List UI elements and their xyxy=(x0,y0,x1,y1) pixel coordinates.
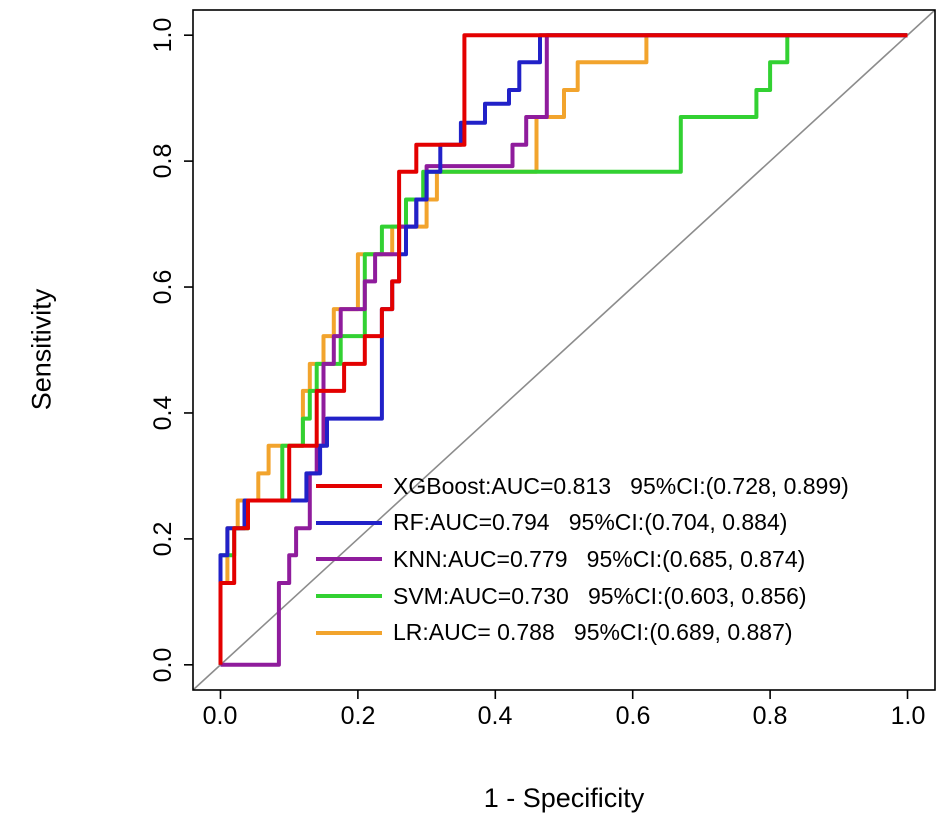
x-tick-0.6: 0.6 xyxy=(615,702,651,730)
legend-label-svm: SVM:AUC=0.730 95%CI:(0.603, 0.856) xyxy=(393,582,807,609)
y-tick-0.0: 0.0 xyxy=(149,647,177,683)
legend-entry-knn: KNN:AUC=0.779 95%CI:(0.685, 0.874) xyxy=(316,541,849,578)
y-tick-1.0: 1.0 xyxy=(149,17,177,53)
legend-entry-lr: LR:AUC= 0.788 95%CI:(0.689, 0.887) xyxy=(316,614,849,651)
x-tick-0.8: 0.8 xyxy=(752,702,788,730)
legend-label-knn: KNN:AUC=0.779 95%CI:(0.685, 0.874) xyxy=(393,545,806,572)
y-tick-0.4: 0.4 xyxy=(149,395,177,431)
legend-line-lr-swatch xyxy=(316,630,382,635)
legend-line-svm-swatch xyxy=(316,594,382,599)
y-axis-title: Sensitivity xyxy=(26,288,57,411)
legend-label-lr: LR:AUC= 0.788 95%CI:(0.689, 0.887) xyxy=(393,619,793,646)
legend: XGBoost:AUC=0.813 95%CI:(0.728, 0.899) R… xyxy=(316,468,849,651)
x-tick-0.0: 0.0 xyxy=(202,702,238,730)
x-tick-1.0: 1.0 xyxy=(890,702,926,730)
y-tick-0.8: 0.8 xyxy=(149,143,177,179)
legend-entry-svm: SVM:AUC=0.730 95%CI:(0.603, 0.856) xyxy=(316,578,849,615)
legend-line-xgboost-swatch xyxy=(316,484,382,489)
legend-line-rf-swatch xyxy=(316,520,382,525)
y-tick-0.6: 0.6 xyxy=(149,269,177,305)
y-tick-0.2: 0.2 xyxy=(149,521,177,557)
legend-line-knn-swatch xyxy=(316,557,382,562)
x-tick-0.4: 0.4 xyxy=(477,702,513,730)
legend-label-rf: RF:AUC=0.794 95%CI:(0.704, 0.884) xyxy=(393,509,788,536)
legend-label-xgboost: XGBoost:AUC=0.813 95%CI:(0.728, 0.899) xyxy=(393,472,849,499)
x-tick-0.2: 0.2 xyxy=(340,702,376,730)
x-axis-title: 1 - Specificity xyxy=(483,783,645,813)
legend-entry-xgboost: XGBoost:AUC=0.813 95%CI:(0.728, 0.899) xyxy=(316,468,849,505)
legend-entry-rf: RF:AUC=0.794 95%CI:(0.704, 0.884) xyxy=(316,505,849,542)
